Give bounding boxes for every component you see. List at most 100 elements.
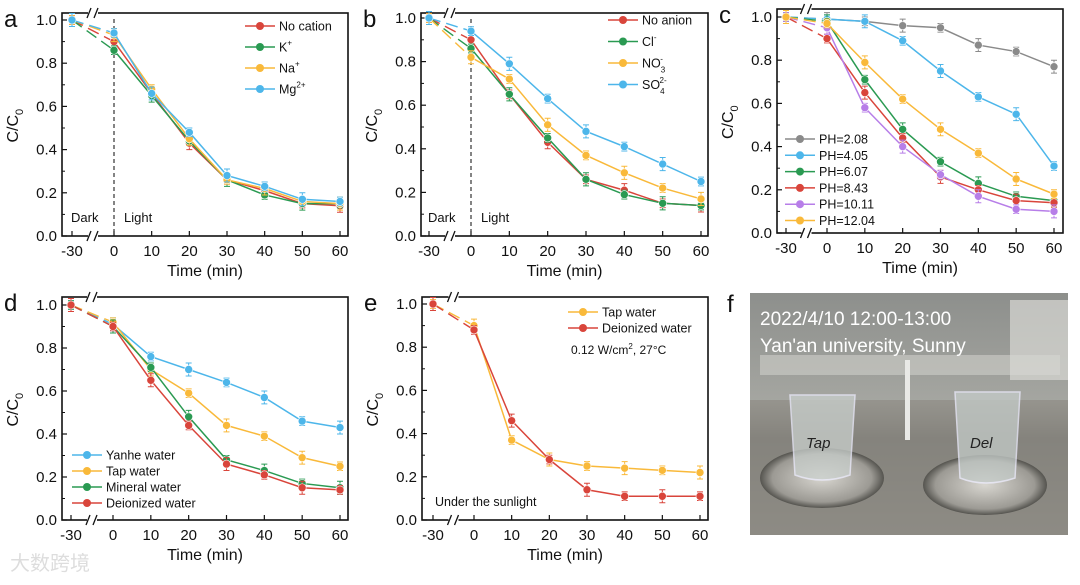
- series-no: NO3 -: [424, 13, 706, 206]
- x-tick-label: 50: [294, 243, 311, 260]
- legend-marker: [83, 483, 91, 491]
- y-tick-label: 0.8: [751, 52, 772, 69]
- data-point: [469, 325, 479, 335]
- legend-label: PH=2.08: [819, 133, 868, 147]
- axis-break-gap: [88, 233, 98, 239]
- series-break-segment: [785, 16, 828, 29]
- data-point: [466, 35, 476, 45]
- legend-label-main: No cation: [279, 20, 332, 34]
- legend-label-main: PH=12.04: [819, 214, 875, 228]
- legend-label-main: PH=4.05: [819, 149, 868, 163]
- y-tick-label: 0.6: [36, 98, 57, 115]
- data-point: [620, 142, 629, 151]
- chart-c: c -30 0 10 20 30 40 50 60 0.0 0.2 0.4 0.6 0.8 1.0 Time …: [719, 2, 1064, 277]
- data-point: [696, 177, 706, 186]
- x-tick-label: 30: [578, 243, 595, 260]
- y-tick-label: 0.0: [395, 228, 416, 245]
- y-axis-label-sub: 0: [374, 393, 386, 399]
- beaker-left-label: Tap: [806, 435, 830, 452]
- x-tick-label: 40: [256, 243, 273, 260]
- x-axis-label: Time (min): [167, 263, 243, 280]
- x-tick-label: 40: [616, 243, 633, 260]
- y-tick-label: 0.6: [751, 95, 772, 112]
- legend-label: Na+: [279, 60, 300, 76]
- legend-label-main: No anion: [642, 14, 692, 28]
- plot-frame: [776, 8, 1064, 234]
- legend-marker: [619, 16, 627, 24]
- data-point: [297, 416, 307, 426]
- legend-label-main: Mg: [279, 83, 296, 97]
- x-tick-label: 20: [180, 527, 197, 544]
- y-axis-label: C/C0: [5, 109, 26, 143]
- x-tick-label: 30: [219, 243, 236, 260]
- y-tick-label: 0.0: [36, 512, 57, 529]
- data-point: [335, 485, 345, 495]
- series-break-segment: [70, 304, 114, 328]
- light-label: Light: [124, 210, 153, 225]
- x-tick-label: 10: [143, 243, 160, 260]
- data-point: [222, 378, 231, 387]
- data-point: [109, 28, 119, 38]
- legend-label-sup: -: [654, 33, 657, 42]
- legend-marker: [83, 451, 91, 459]
- x-axis-label: Time (min): [167, 547, 243, 564]
- beaker-right: [954, 391, 1021, 484]
- y-tick-label: 0.0: [396, 512, 417, 529]
- data-point: [936, 157, 945, 167]
- y-axis-label-sub: 0: [14, 109, 26, 115]
- y-tick-label: 0.4: [36, 426, 57, 443]
- x-tick-label: 0: [109, 527, 117, 544]
- axis-break-mark: [799, 3, 813, 15]
- x-tick-label: 0: [470, 527, 478, 544]
- beaker-left: [789, 394, 856, 481]
- legend-label: Tap water: [602, 306, 656, 320]
- axis-break-mark: [86, 230, 99, 242]
- legend-label-main: Cl: [642, 35, 654, 49]
- data-point: [185, 128, 194, 137]
- data-point: [581, 175, 591, 184]
- y-axis-label-main: C/C: [364, 115, 381, 143]
- x-tick-label: 0: [467, 243, 475, 260]
- x-tick-label: 50: [654, 527, 671, 544]
- data-point: [1011, 47, 1021, 56]
- series-na: Na+: [67, 15, 345, 211]
- series-mg: Mg2+: [67, 13, 345, 207]
- legend-label: Cl-: [642, 33, 657, 49]
- plot-frame: [420, 12, 709, 237]
- data-point: [466, 26, 476, 36]
- y-tick-label: 0.6: [36, 383, 57, 400]
- beaker-right-label: Del: [970, 435, 993, 452]
- condition-main: 0.12 W/cm: [571, 343, 628, 357]
- data-point: [620, 463, 629, 473]
- data-point: [260, 182, 269, 191]
- legend-label-main: PH=8.43: [819, 181, 868, 195]
- y-tick-label: 1.0: [751, 9, 772, 26]
- series-break-segment: [428, 17, 472, 50]
- y-tick-label: 0.2: [36, 469, 57, 486]
- y-axis-label: C/C0: [720, 105, 741, 139]
- x-tick-label: -30: [775, 240, 797, 257]
- axis-break-mark: [85, 514, 98, 526]
- legend-label-main: Deionized water: [602, 322, 692, 336]
- y-tick-label: 0.2: [396, 469, 417, 486]
- legend-marker: [796, 151, 804, 160]
- data-point: [582, 485, 592, 495]
- x-tick-label: 60: [332, 527, 349, 544]
- data-point: [620, 491, 629, 501]
- condition-text: 0.12 W/cm2, 27°C: [571, 342, 667, 357]
- x-tick-label: 60: [692, 527, 709, 544]
- axis-break-gap: [87, 517, 97, 523]
- data-point: [543, 120, 552, 130]
- data-point: [184, 412, 193, 422]
- data-point: [505, 90, 514, 99]
- data-point: [1049, 161, 1059, 171]
- legend-marker: [796, 167, 804, 176]
- photo-caption-date: 2022/4/10 12:00-13:00: [760, 309, 951, 330]
- legend-marker: [256, 43, 264, 51]
- series-ph-12-04: PH=12.04: [781, 10, 1059, 228]
- data-point: [466, 52, 476, 62]
- charts: a-30 0 10 20 30 40 50 600.00.20.40.60.81.0Time …: [4, 2, 1064, 564]
- legend-label-main: Yanhe water: [106, 449, 175, 463]
- data-point: [898, 21, 907, 30]
